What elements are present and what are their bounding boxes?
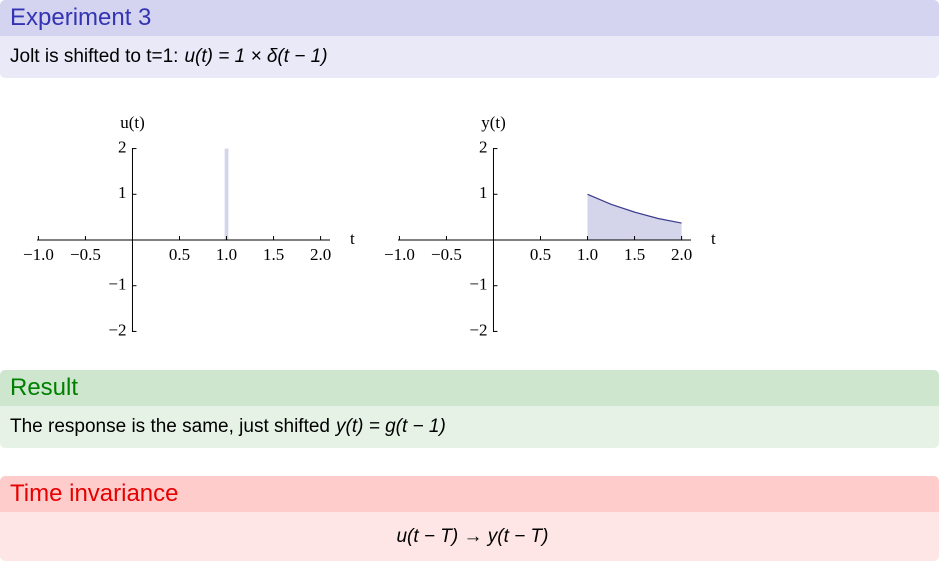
chart: −1.0 −0.5 0.5 1.0 1.5 2.0 −2 −1 1 2 u(t) t	[23, 113, 355, 339]
x-axis-label: t	[350, 229, 355, 248]
y-axis-label: y(t)	[481, 113, 506, 132]
text: The response is the same, just shifted	[10, 416, 330, 437]
chart: −1.0 −0.5 0.5 1.0 1.5 2.0 −2 −1 1 2 y(t) t	[384, 113, 716, 339]
block-body: Jolt is shifted to t=1: u(t) = 1 × δ(t − …	[0, 36, 939, 78]
x-tick-label: −0.5	[431, 245, 462, 264]
x-tick-label: 1.0	[577, 245, 598, 264]
line	[587, 193, 682, 224]
y-axis-label: u(t)	[120, 113, 145, 132]
area	[399, 194, 682, 240]
y-tick-label: −1	[469, 275, 487, 294]
y-tick-label: 1	[479, 183, 488, 202]
block-body: The response is the same, just shifted y(…	[0, 406, 939, 448]
x-axis-label: t	[711, 229, 716, 248]
x-tick-label: 1.0	[216, 245, 237, 264]
y-tick-label: 1	[118, 183, 127, 202]
x-tick-label: 2.0	[310, 245, 331, 264]
x-tick-label: 2.0	[671, 245, 692, 264]
block-title: Result	[0, 370, 939, 406]
x-tick-label: 0.5	[169, 245, 190, 264]
block-title: Time invariance	[0, 476, 939, 512]
y-tick-label: 2	[479, 137, 488, 156]
x-tick-label: −1.0	[384, 245, 415, 264]
math: u(t − T) → y(t − T)	[396, 525, 549, 547]
y-tick-label: 2	[118, 137, 127, 156]
area	[38, 148, 321, 240]
x-tick-label: 0.5	[530, 245, 551, 264]
y-tick-label: −2	[469, 320, 487, 339]
block-body: u(t − T) → y(t − T)	[0, 512, 939, 561]
block-title: Experiment 3	[0, 0, 939, 36]
text: Jolt is shifted to t=1:	[10, 46, 179, 67]
y-tick-label: −1	[108, 275, 126, 294]
math: u(t) = 1 × δ(t − 1)	[184, 46, 328, 67]
x-tick-label: 1.5	[624, 245, 645, 264]
x-tick-label: 1.5	[263, 245, 284, 264]
x-tick-label: −0.5	[70, 245, 101, 264]
y-tick-label: −2	[108, 320, 126, 339]
x-tick-label: −1.0	[23, 245, 54, 264]
math: y(t) = g(t − 1)	[336, 416, 446, 437]
